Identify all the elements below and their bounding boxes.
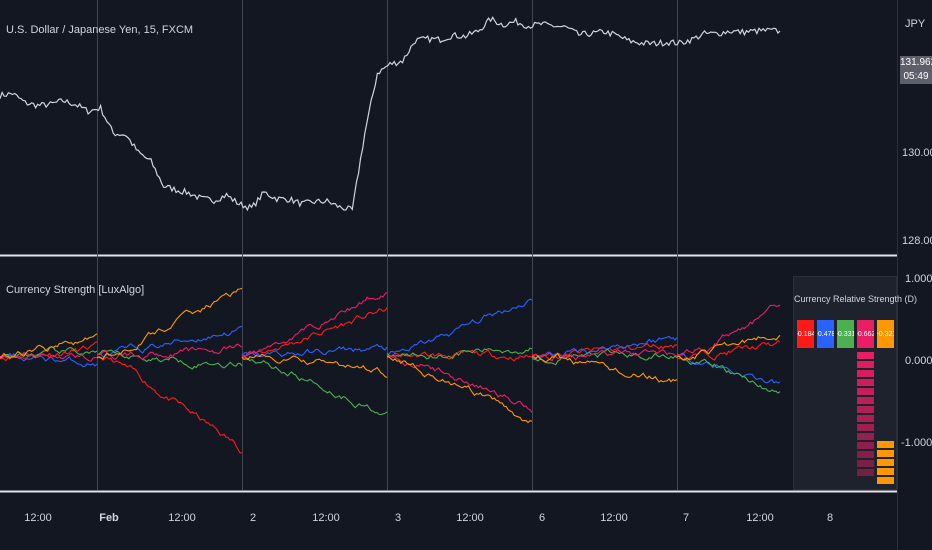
strength-line-orange bbox=[241, 353, 388, 378]
currency-label: JPY bbox=[905, 18, 926, 30]
time-tick: 7 bbox=[682, 512, 690, 524]
strength-box-orange: +0.321 bbox=[877, 320, 894, 348]
price-plot bbox=[0, 16, 781, 212]
countdown-tag: 05:49 bbox=[900, 70, 932, 84]
strength-bar-orange bbox=[877, 459, 894, 466]
strength-bar-magenta bbox=[857, 397, 874, 404]
strength-line-orange bbox=[0, 333, 98, 360]
time-tick: 6 bbox=[538, 512, 546, 524]
strength-plot bbox=[0, 287, 781, 454]
strength-bar-magenta bbox=[857, 379, 874, 386]
strength-line-blue bbox=[531, 335, 678, 359]
strength-bar-magenta bbox=[857, 415, 874, 422]
strength-line-magenta bbox=[386, 355, 533, 413]
strength-line-red bbox=[96, 355, 243, 454]
strength-line-orange bbox=[531, 352, 678, 383]
strength-table-title: Currency Relative Strength (D) bbox=[794, 294, 918, 304]
price-series-line bbox=[0, 16, 781, 212]
strength-table: Currency Relative Strength (D) -0.184 -0… bbox=[793, 276, 918, 490]
strength-bar-magenta bbox=[857, 460, 874, 467]
time-tick: Feb bbox=[99, 512, 119, 524]
symbol-label[interactable]: U.S. Dollar / Japanese Yen, 15, FXCM bbox=[6, 24, 194, 36]
strength-line-red bbox=[0, 341, 98, 362]
strength-bar-magenta bbox=[857, 424, 874, 431]
time-tick: 12:00 bbox=[600, 512, 628, 524]
strength-bar-magenta bbox=[857, 361, 874, 368]
time-tick: 12:00 bbox=[312, 512, 340, 524]
strength-line-green bbox=[96, 349, 243, 370]
time-tick: 2 bbox=[249, 512, 257, 524]
time-tick: 8 bbox=[826, 512, 834, 524]
time-tick: 12:00 bbox=[24, 512, 52, 524]
strength-bar-orange bbox=[877, 468, 894, 475]
strength-line-orange bbox=[386, 355, 533, 424]
session-separators bbox=[97, 0, 678, 490]
strength-line-green bbox=[386, 347, 533, 360]
strength-bar-magenta bbox=[857, 433, 874, 440]
strength-line-red bbox=[676, 339, 781, 361]
strength-box-magenta: -0.662 bbox=[857, 320, 874, 348]
strength-tick: 1.000 bbox=[905, 273, 932, 285]
strength-bar-orange bbox=[877, 450, 894, 457]
time-tick: 3 bbox=[394, 512, 402, 524]
strength-box-green: -0.331 bbox=[837, 320, 854, 348]
strength-line-orange bbox=[676, 334, 781, 361]
strength-line-green bbox=[676, 355, 781, 394]
strength-bar-magenta bbox=[857, 370, 874, 377]
strength-line-orange bbox=[96, 287, 243, 360]
strength-line-green bbox=[0, 346, 98, 359]
strength-line-red bbox=[386, 349, 533, 362]
strength-line-magenta bbox=[241, 291, 388, 358]
price-tick: 130.000 bbox=[902, 147, 932, 159]
strength-bar-magenta bbox=[857, 406, 874, 413]
strength-bar-magenta bbox=[857, 352, 874, 359]
strength-tick: -1.000 bbox=[901, 437, 932, 449]
indicator-title[interactable]: Currency Strength [LuxAlgo] bbox=[6, 284, 145, 296]
strength-bar-orange bbox=[877, 477, 894, 484]
strength-line-blue bbox=[386, 298, 533, 356]
strength-line-red bbox=[241, 307, 388, 358]
strength-bar-magenta bbox=[857, 442, 874, 449]
strength-box-blue: -0.478 bbox=[817, 320, 834, 348]
strength-bar-orange bbox=[877, 441, 894, 448]
strength-line-magenta bbox=[676, 304, 781, 356]
strength-bar-magenta bbox=[857, 469, 874, 476]
last-price-tag: 131.962 bbox=[900, 56, 932, 70]
strength-box-red: -0.184 bbox=[797, 320, 814, 348]
strength-tick: 0.000 bbox=[905, 355, 932, 367]
time-tick: 12:00 bbox=[746, 512, 774, 524]
strength-line-blue bbox=[241, 343, 388, 358]
strength-bar-magenta bbox=[857, 388, 874, 395]
price-tick: 128.000 bbox=[902, 235, 932, 247]
strength-line-blue bbox=[96, 326, 242, 358]
time-tick: 12:00 bbox=[168, 512, 196, 524]
strength-line-magenta bbox=[0, 352, 98, 362]
time-tick: 12:00 bbox=[456, 512, 484, 524]
panel-borders bbox=[0, 0, 898, 550]
strength-line-green bbox=[241, 355, 388, 416]
strength-bar-magenta bbox=[857, 451, 874, 458]
